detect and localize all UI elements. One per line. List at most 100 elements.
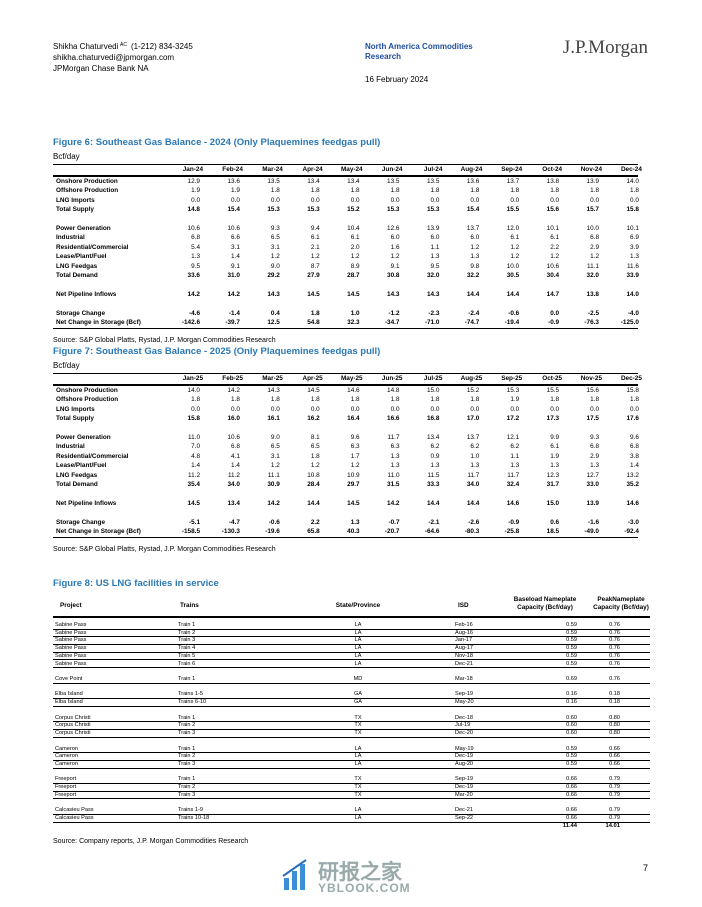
cell-value: 1.8	[590, 187, 599, 195]
cell-value: 1.9	[550, 452, 560, 460]
cell-value: 1.3	[390, 462, 400, 470]
cell-value: Train 5	[178, 652, 196, 659]
cell-value: 33.3	[426, 481, 440, 488]
cell-value: 10.4	[347, 225, 360, 232]
cell-value: Cove Point	[55, 676, 83, 683]
column-header: Baseload Nameplate Capacity (Bcf/day)	[513, 596, 577, 611]
cell-value: 14.6	[347, 387, 360, 394]
cell-value: -3.0	[627, 518, 639, 526]
cell-value: Corpus Christi	[55, 722, 91, 729]
cell-value: Dec-19	[455, 784, 474, 791]
cell-value: 15.7	[586, 206, 599, 214]
cell-value: 0.0	[470, 405, 480, 413]
cell-value: 0.79	[609, 791, 620, 798]
cell-value: 11.1	[587, 262, 599, 270]
cell-value: -1.2	[388, 309, 400, 317]
cell-value: 11.2	[188, 471, 200, 479]
cell-value: 9.5	[191, 262, 200, 270]
cell-value: 10.9	[347, 471, 360, 479]
cell-value: 0.18	[609, 699, 620, 706]
column-header: PeakNameplate Capacity (Bcf/day)	[593, 596, 649, 611]
cell-value: -20.7	[384, 528, 400, 535]
cell-value: 6.8	[231, 443, 240, 451]
cell-value: 6.8	[590, 443, 599, 451]
cell-value: 0.76	[609, 660, 620, 667]
cell-value: 0.66	[566, 791, 577, 798]
column-header: Trains	[180, 602, 199, 609]
cell-value: 17.0	[466, 415, 480, 423]
cell-value: 1.8	[470, 187, 480, 195]
cell-value: 15.4	[227, 206, 240, 214]
cell-value: 1.2	[350, 253, 360, 261]
cell-value: 0.0	[310, 196, 320, 204]
cell-value: 0.0	[390, 405, 400, 413]
row-label: Storage Change	[56, 309, 106, 317]
cell-value: 6.3	[390, 443, 400, 451]
cell-value: 1.8	[470, 396, 480, 404]
cell-value: 10.6	[546, 262, 560, 270]
cell-value: 13.7	[466, 434, 480, 441]
cell-value: Sabine Pass	[55, 645, 87, 652]
column-header: Mar-24	[262, 166, 283, 173]
row-label: Storage Change	[56, 518, 106, 526]
cell-value: 6.1	[510, 234, 520, 242]
cell-value: 0.0	[630, 196, 639, 204]
cell-value: Trains 10-18	[178, 815, 210, 821]
cell-value: 6.8	[191, 234, 200, 242]
cell-value: 16.1	[267, 415, 280, 423]
column-header: State/Province	[335, 602, 381, 609]
cell-value: 5.4	[191, 243, 200, 251]
cell-value: 14.3	[387, 290, 400, 298]
cell-value: 15.8	[187, 415, 200, 423]
cell-value: 0.80	[609, 730, 620, 737]
cell-value: LA	[354, 753, 362, 760]
cell-value: 9.4	[310, 225, 320, 232]
rule	[53, 373, 638, 374]
column-header: Jul-24	[423, 166, 443, 173]
column-header: Sep-25	[501, 375, 523, 382]
cell-value: TX	[354, 730, 362, 737]
cell-value: LA	[354, 807, 362, 814]
cell-value: LA	[354, 622, 362, 628]
unit-label: Bcf/day	[53, 152, 80, 161]
cell-value: 6.2	[470, 443, 480, 451]
cell-value: 9.3	[270, 225, 280, 232]
cell-value: -1.4	[228, 309, 240, 317]
cell-value: 12.9	[187, 178, 200, 185]
cell-value: 30.4	[546, 272, 560, 279]
cell-value: 0.0	[630, 405, 639, 413]
cell-value: 6.0	[430, 234, 440, 242]
cell-value: 1.2	[550, 253, 560, 261]
cell-value: Train 2	[178, 629, 196, 636]
cell-value: 3.1	[270, 243, 280, 251]
cell-value: MD	[353, 676, 363, 683]
cell-value: 15.0	[426, 387, 440, 394]
cell-value: 54.8	[307, 319, 320, 326]
cell-value: 1.2	[390, 253, 400, 261]
cell-value: 13.5	[267, 178, 280, 185]
cell-value: 14.3	[426, 290, 440, 298]
cell-value: 1.2	[350, 462, 360, 470]
cell-value: 1.8	[630, 187, 639, 195]
cell-value: 13.2	[626, 471, 639, 479]
cell-value: Nov-18	[455, 652, 474, 659]
row-label: LNG Imports	[56, 405, 95, 413]
cell-value: 14.8	[187, 206, 200, 214]
column-header: Oct-24	[542, 166, 563, 173]
cell-value: 33.6	[187, 272, 200, 279]
cell-value: 1.1	[430, 243, 440, 251]
cell-value: 15.6	[546, 206, 560, 214]
cell-value: 0.76	[609, 652, 620, 659]
cell-value: -5.1	[188, 518, 200, 526]
cell-value: 0.0	[510, 405, 520, 413]
cell-value: 13.9	[586, 178, 599, 185]
cell-value: 9.8	[470, 262, 480, 270]
total-value: 14.01	[605, 822, 620, 829]
cell-value: 33.9	[626, 272, 639, 279]
cell-value: 1.8	[510, 187, 520, 195]
cell-value: -80.3	[464, 528, 480, 535]
row-label: Lease/Plant/Fuel	[56, 253, 107, 261]
cell-value: 10.1	[626, 225, 639, 232]
cell-value: 1.8	[550, 187, 560, 195]
cell-value: 9.0	[270, 434, 280, 441]
